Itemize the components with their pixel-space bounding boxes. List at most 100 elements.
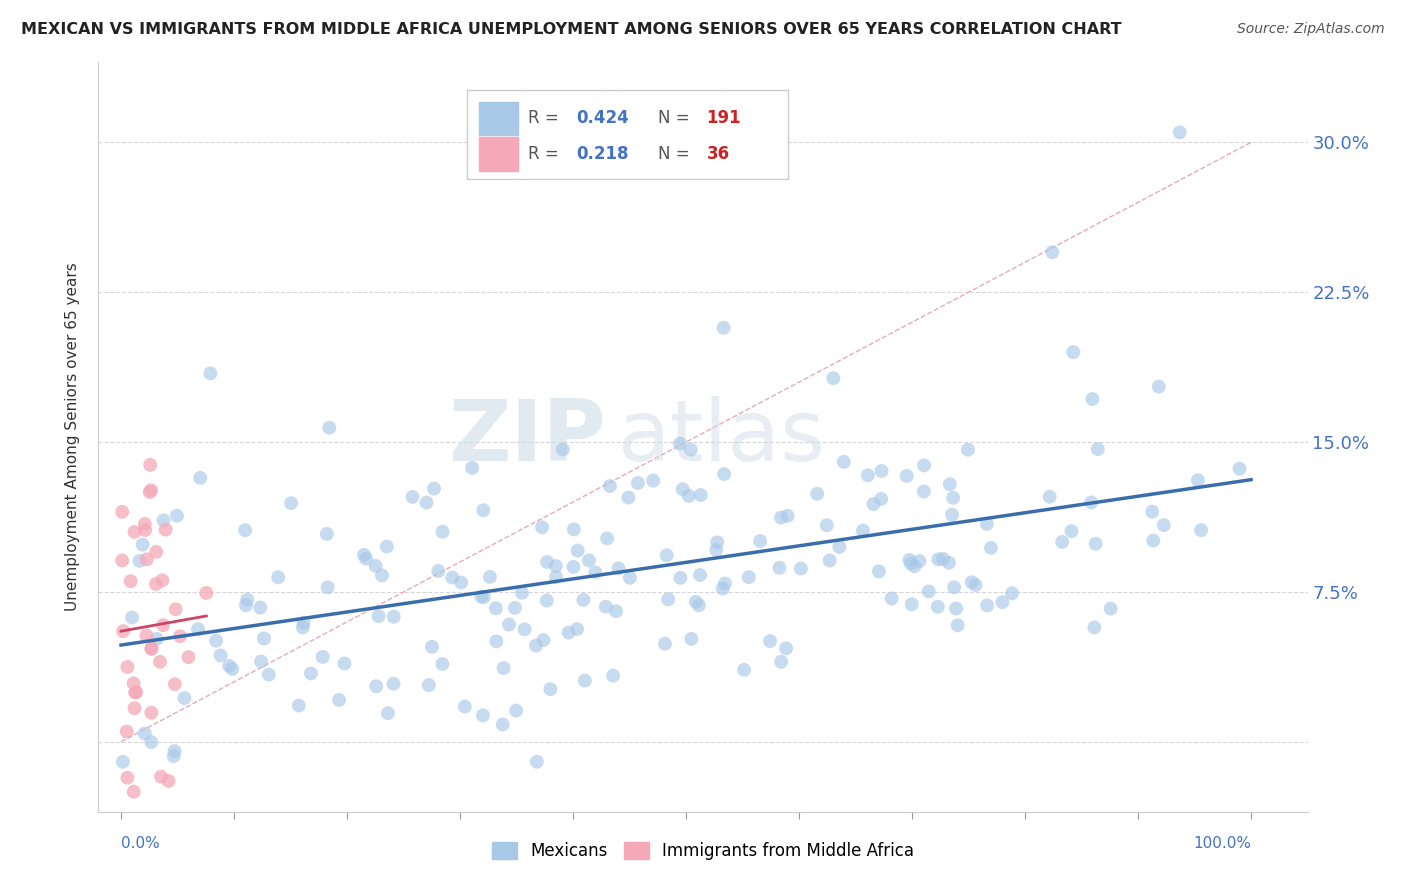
Point bbox=[141, 641, 163, 656]
Point bbox=[131, 538, 153, 552]
Point bbox=[122, 785, 145, 799]
Point bbox=[163, 749, 186, 764]
Point bbox=[432, 657, 454, 671]
Point bbox=[292, 615, 315, 630]
Point bbox=[188, 471, 211, 485]
Point bbox=[960, 575, 983, 590]
Point bbox=[655, 549, 678, 563]
Point bbox=[770, 510, 793, 524]
Point bbox=[927, 552, 949, 566]
Point bbox=[672, 482, 695, 496]
Point bbox=[531, 520, 554, 534]
Point bbox=[218, 659, 240, 673]
Point bbox=[1189, 523, 1212, 537]
Point bbox=[1168, 125, 1191, 139]
Point bbox=[134, 516, 156, 531]
Point bbox=[510, 586, 533, 600]
Text: N =: N = bbox=[658, 145, 695, 163]
Point bbox=[976, 516, 998, 531]
Point bbox=[195, 586, 218, 600]
Point bbox=[572, 593, 595, 607]
Point bbox=[333, 657, 356, 671]
Point bbox=[759, 634, 782, 648]
Point bbox=[498, 617, 520, 632]
Point bbox=[233, 523, 256, 537]
Point bbox=[1060, 524, 1083, 538]
Point bbox=[828, 540, 851, 554]
Point bbox=[714, 576, 737, 591]
Point bbox=[235, 599, 257, 613]
Point bbox=[141, 641, 163, 656]
Point bbox=[862, 497, 884, 511]
Point bbox=[852, 524, 875, 538]
Point bbox=[567, 543, 589, 558]
Point bbox=[141, 706, 163, 720]
Point bbox=[689, 568, 711, 582]
Point bbox=[249, 600, 271, 615]
Text: Source: ZipAtlas.com: Source: ZipAtlas.com bbox=[1237, 22, 1385, 37]
Point bbox=[382, 677, 405, 691]
Point bbox=[927, 599, 949, 614]
Point bbox=[328, 693, 350, 707]
Point bbox=[1050, 535, 1073, 549]
Point bbox=[128, 554, 150, 568]
Point bbox=[364, 558, 387, 573]
Text: 0.0%: 0.0% bbox=[121, 836, 160, 851]
Point bbox=[941, 508, 963, 522]
Text: R =: R = bbox=[527, 145, 564, 163]
Point bbox=[267, 570, 290, 584]
Point bbox=[976, 599, 998, 613]
Point bbox=[187, 622, 209, 636]
Point bbox=[134, 726, 156, 740]
Point bbox=[250, 655, 273, 669]
Point bbox=[991, 595, 1014, 609]
Point bbox=[418, 678, 440, 692]
Point bbox=[138, 485, 160, 500]
Text: 0.218: 0.218 bbox=[576, 145, 628, 163]
Point bbox=[868, 564, 890, 578]
Point bbox=[681, 632, 703, 646]
Point bbox=[111, 505, 134, 519]
Point bbox=[513, 622, 536, 636]
Point bbox=[526, 755, 548, 769]
Point bbox=[124, 701, 146, 715]
Point bbox=[149, 655, 172, 669]
Point bbox=[115, 724, 138, 739]
Point bbox=[562, 560, 585, 574]
Point bbox=[595, 599, 617, 614]
Point bbox=[903, 559, 925, 574]
Point bbox=[943, 580, 966, 594]
Point bbox=[1084, 537, 1107, 551]
Point bbox=[599, 479, 621, 493]
Point bbox=[896, 469, 918, 483]
Point bbox=[145, 577, 167, 591]
Point bbox=[524, 639, 547, 653]
Point bbox=[291, 620, 314, 634]
Point bbox=[832, 455, 855, 469]
Point bbox=[1153, 518, 1175, 533]
Point bbox=[806, 487, 828, 501]
Text: ZIP: ZIP bbox=[449, 395, 606, 479]
Point bbox=[485, 601, 508, 615]
Point bbox=[669, 436, 692, 450]
Text: 0.424: 0.424 bbox=[576, 110, 628, 128]
Point bbox=[678, 489, 700, 503]
Point bbox=[299, 666, 322, 681]
Point bbox=[415, 496, 437, 510]
Point bbox=[770, 655, 793, 669]
Point bbox=[432, 524, 454, 539]
Point bbox=[124, 685, 146, 699]
Bar bbox=[479, 137, 517, 170]
Point bbox=[627, 475, 650, 490]
Point bbox=[574, 673, 596, 688]
Text: 36: 36 bbox=[707, 145, 730, 163]
Point bbox=[177, 650, 200, 665]
Point bbox=[492, 717, 515, 731]
Point bbox=[205, 633, 228, 648]
Point bbox=[135, 628, 157, 642]
Point bbox=[815, 518, 838, 533]
Point bbox=[121, 610, 143, 624]
Text: R =: R = bbox=[527, 110, 564, 128]
Point bbox=[236, 592, 259, 607]
Point bbox=[1040, 245, 1063, 260]
